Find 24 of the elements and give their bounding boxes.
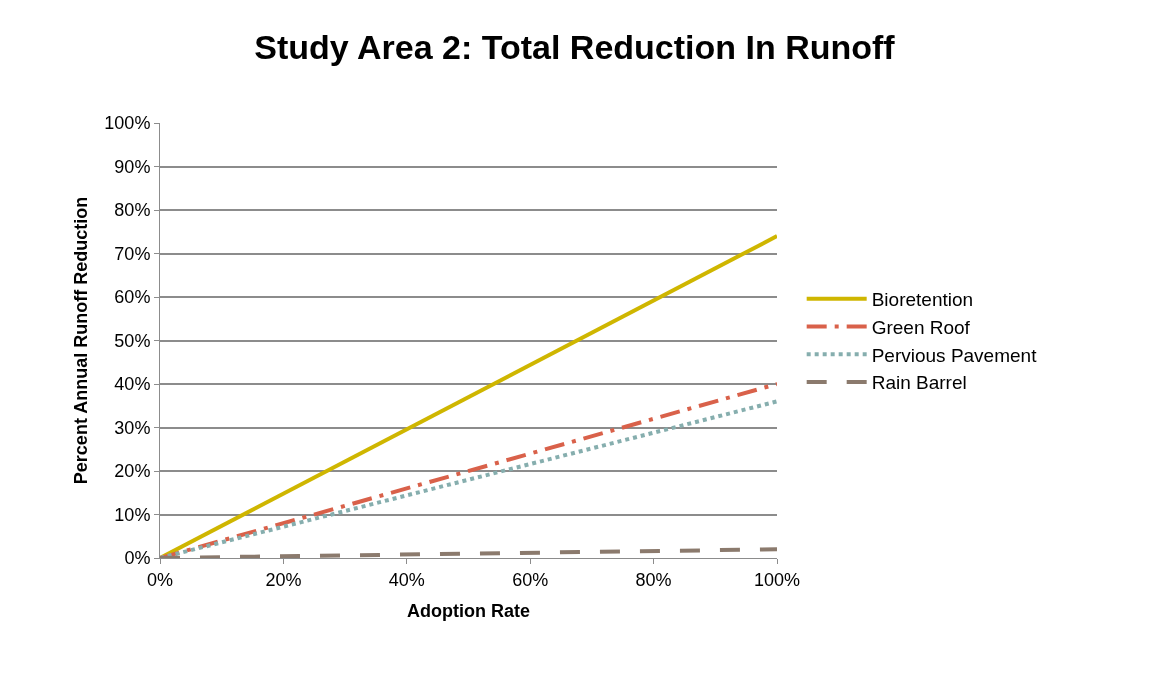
- y-tick-label: 20%: [114, 461, 151, 482]
- x-tick-label: 100%: [753, 569, 801, 590]
- y-tick-label: 40%: [114, 374, 151, 395]
- y-tick-label: 100%: [104, 113, 151, 134]
- y-tick-label: 60%: [114, 287, 151, 308]
- y-tick-label: 80%: [114, 200, 151, 221]
- y-tick-label: 0%: [124, 548, 151, 569]
- y-tick-label: 90%: [114, 156, 151, 177]
- legend-label: Green Roof: [871, 316, 971, 338]
- y-tick-label: 10%: [114, 504, 151, 525]
- x-axis-title: Adoption Rate: [407, 600, 530, 621]
- legend-label: Rain Barrel: [871, 372, 967, 394]
- legend-label: Bioretention: [871, 289, 974, 311]
- legend-label: Pervious Pavement: [871, 344, 1038, 366]
- x-tick-label: 40%: [388, 569, 425, 590]
- y-tick-label: 30%: [114, 417, 151, 438]
- x-tick-label: 60%: [512, 569, 549, 590]
- chart-title: Study Area 2: Total Reduction In Runoff: [254, 28, 896, 67]
- y-tick-label: 50%: [114, 330, 151, 351]
- y-axis-title: Percent Annual Runoff Reduction: [70, 196, 91, 485]
- y-tick-label: 70%: [114, 243, 151, 264]
- x-tick-label: 0%: [146, 569, 174, 590]
- x-tick-label: 20%: [265, 569, 302, 590]
- x-tick-label: 80%: [635, 569, 672, 590]
